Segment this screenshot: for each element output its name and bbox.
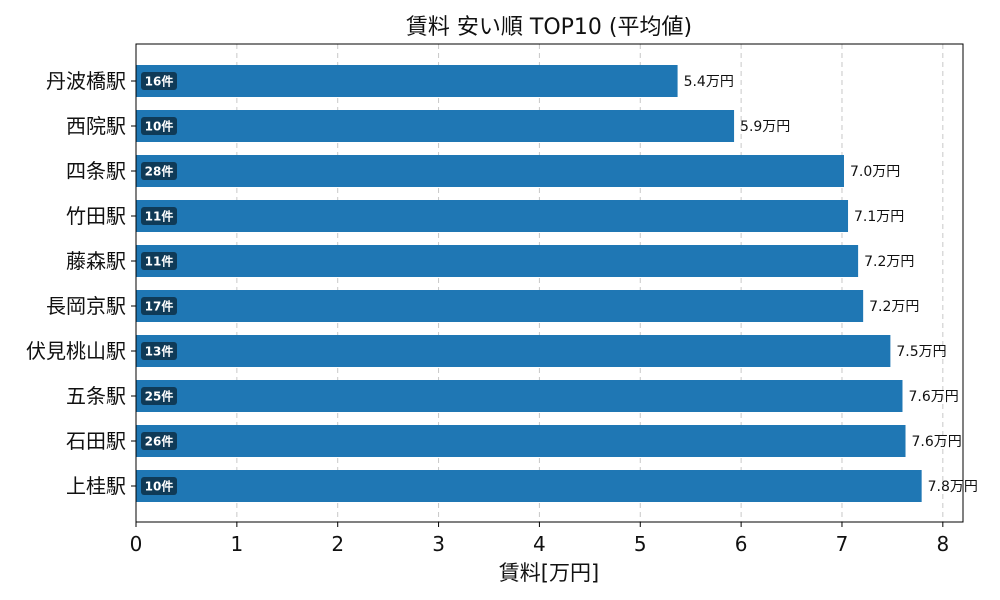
x-tick-label: 3 (432, 532, 445, 556)
count-badge (141, 252, 177, 270)
bar (136, 245, 859, 277)
value-label: 5.4万円 (684, 74, 734, 90)
count-badge (141, 162, 177, 180)
count-label: 26件 (145, 434, 174, 449)
count-badge (141, 432, 177, 450)
count-label: 11件 (145, 254, 174, 269)
count-label: 17件 (145, 299, 174, 314)
x-tick-label: 8 (936, 532, 949, 556)
count-badge (141, 207, 177, 225)
bars (136, 65, 922, 502)
count-badge (141, 387, 177, 405)
x-tick-label: 1 (230, 532, 243, 556)
count-badge (141, 477, 177, 495)
bar (136, 470, 922, 502)
x-tick-label: 4 (533, 532, 546, 556)
category-label: 石田駅 (66, 429, 126, 453)
count-label: 16件 (145, 74, 174, 89)
value-label: 7.6万円 (912, 434, 962, 450)
category-label: 上桂駅 (66, 474, 126, 498)
count-badge (141, 117, 177, 135)
bar (136, 155, 844, 187)
category-label: 藤森駅 (66, 249, 126, 273)
category-label: 四条駅 (66, 159, 126, 183)
count-badge (141, 72, 177, 90)
bar (136, 425, 906, 457)
x-tick-label: 0 (130, 532, 143, 556)
x-axis-ticks: 0 1 2 3 4 5 6 7 8 (130, 80, 949, 556)
x-tick-label: 7 (836, 532, 849, 556)
value-label: 7.8万円 (928, 479, 978, 495)
bar (136, 110, 735, 142)
count-label: 28件 (145, 164, 174, 179)
category-label: 五条駅 (66, 384, 126, 408)
count-badge (141, 297, 177, 315)
value-label: 7.5万円 (896, 344, 946, 360)
value-label: 5.9万円 (740, 119, 790, 135)
x-axis-label: 賃料[万円] (499, 561, 599, 585)
value-label: 7.1万円 (854, 209, 904, 225)
category-label: 伏見桃山駅 (26, 339, 126, 363)
x-tick-label: 2 (331, 532, 344, 556)
count-label: 10件 (145, 119, 174, 134)
count-badge (141, 342, 177, 360)
value-label: 7.2万円 (869, 299, 919, 315)
x-tick-label: 6 (735, 532, 748, 556)
count-label: 10件 (145, 479, 174, 494)
category-label: 長岡京駅 (46, 294, 126, 318)
count-label: 25件 (145, 389, 174, 404)
bar (136, 65, 678, 97)
bar (136, 290, 864, 322)
category-label: 竹田駅 (66, 204, 126, 228)
chart-title: 賃料 安い順 TOP10 (平均値) (406, 15, 692, 40)
bar (136, 200, 849, 232)
category-label: 丹波橋駅 (46, 69, 126, 93)
x-tick-label: 5 (634, 532, 647, 556)
plot-frame (135, 43, 964, 523)
value-label: 7.2万円 (864, 254, 914, 270)
bar (136, 380, 903, 412)
category-label: 西院駅 (66, 114, 126, 138)
count-label: 13件 (145, 344, 174, 359)
count-label: 11件 (145, 209, 174, 224)
value-label: 7.0万円 (850, 164, 900, 180)
value-label: 7.6万円 (908, 389, 958, 405)
bar (136, 335, 891, 367)
